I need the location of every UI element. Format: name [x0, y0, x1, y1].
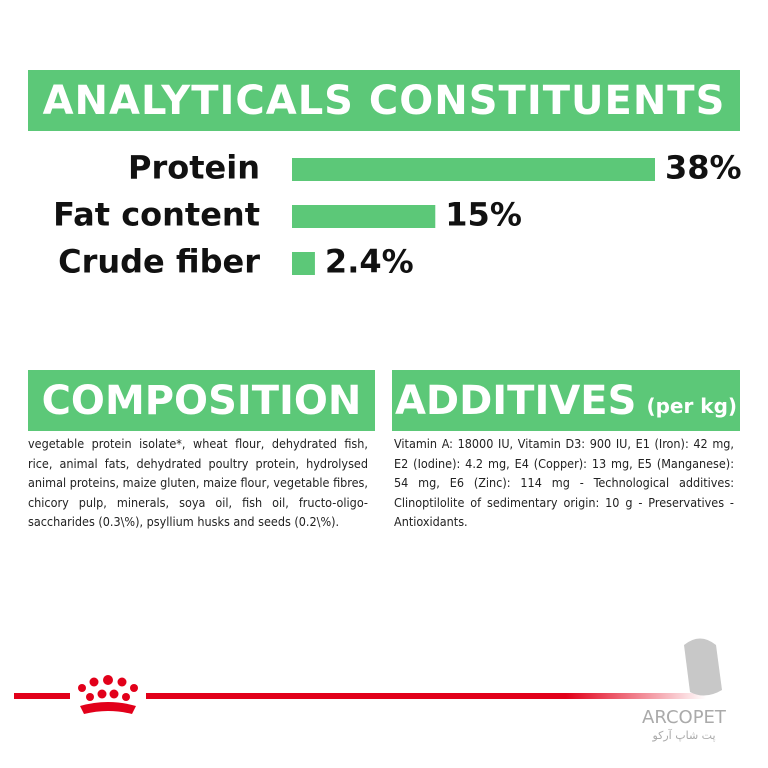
bar — [292, 158, 655, 181]
chart-title: ANALYTICALS CONSTITUENTS — [28, 70, 740, 131]
category-label: Protein — [128, 149, 260, 187]
composition-text: vegetable protein isolate*, wheat flour,… — [28, 436, 368, 529]
category-label: Fat content — [53, 196, 260, 234]
watermark-subtitle: پت شاپ آرکو — [651, 728, 715, 742]
additives-title: ADDITIVES — [394, 377, 637, 424]
additives-header: ADDITIVES (per kg) — [392, 370, 740, 431]
bar — [292, 205, 436, 228]
category-label: Crude fiber — [58, 243, 260, 281]
watermark-logo — [684, 638, 722, 696]
value-label: 15% — [445, 196, 522, 234]
composition-title: COMPOSITION — [28, 370, 375, 431]
additives-unit: (per kg) — [646, 393, 738, 418]
watermark-brand: ARCOPET — [642, 707, 727, 728]
value-label: 2.4% — [325, 243, 414, 281]
additives-text: Vitamin A: 18000 IU, Vitamin D3: 900 IU,… — [394, 436, 734, 529]
footer-line — [14, 693, 70, 699]
value-label: 38% — [665, 149, 742, 187]
crown-logo — [78, 675, 138, 714]
bar — [292, 252, 315, 275]
footer-line — [146, 693, 706, 699]
